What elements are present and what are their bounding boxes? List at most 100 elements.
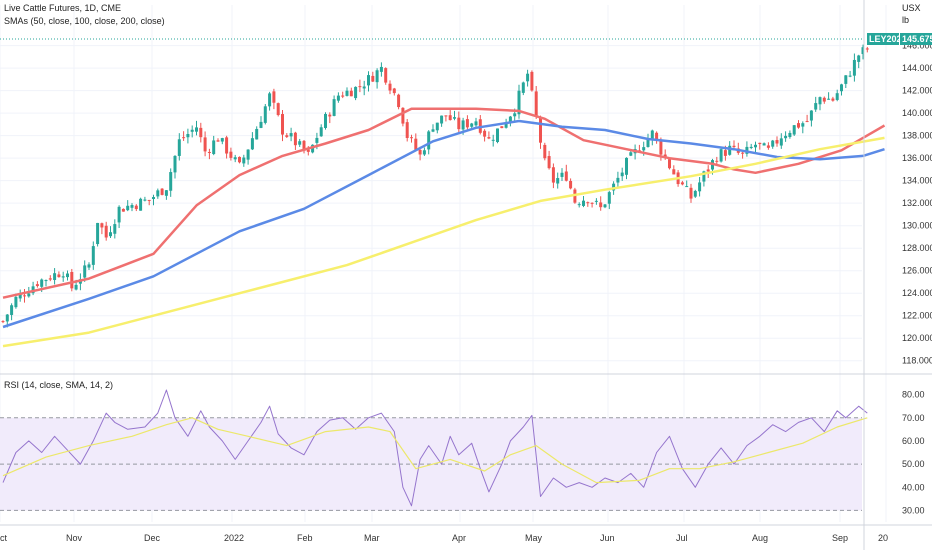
- candle-body: [822, 97, 826, 102]
- candle-body: [831, 98, 835, 101]
- candle-body: [457, 117, 461, 130]
- candle-body: [61, 276, 65, 278]
- candle-body: [27, 293, 31, 297]
- candle-body: [440, 115, 444, 124]
- candle-body: [156, 190, 160, 197]
- candle-body: [293, 132, 297, 146]
- candle-body: [612, 183, 616, 191]
- candle-body: [616, 177, 620, 183]
- candle-body: [117, 206, 121, 223]
- candle-body: [539, 117, 542, 143]
- candle-body: [319, 127, 323, 137]
- price-tick-label: 132.000: [902, 198, 932, 208]
- candle-body: [272, 91, 276, 103]
- candle-body: [410, 137, 413, 139]
- candle-body: [569, 180, 573, 189]
- time-tick-label: Jul: [676, 533, 688, 543]
- last-price-tags: LEY2022 145.675: [867, 33, 932, 45]
- candle-body: [190, 129, 194, 132]
- candle-body: [431, 129, 435, 132]
- candle-body: [139, 198, 143, 211]
- candle-body: [453, 117, 456, 119]
- candle-body: [195, 127, 198, 132]
- candle-body: [801, 123, 805, 127]
- candle-body: [848, 75, 852, 77]
- candle-body: [797, 123, 800, 128]
- candle-body: [354, 86, 358, 99]
- candle-body: [728, 145, 732, 155]
- rsi-legend: RSI (14, close, SMA, 14, 2): [4, 380, 113, 390]
- candle-body: [367, 75, 370, 86]
- candle-body: [83, 265, 87, 278]
- price-tick-label: 122.000: [902, 311, 932, 321]
- candle-body: [130, 205, 134, 208]
- candle-body: [259, 121, 263, 128]
- candle-body: [680, 182, 684, 185]
- candle-body: [629, 152, 633, 156]
- candle-body: [35, 284, 39, 287]
- candle-body: [779, 138, 783, 146]
- candle-body: [1, 321, 5, 323]
- candle-body: [113, 224, 117, 234]
- sma-line-sma-50: [2, 107, 886, 299]
- candle-body: [104, 225, 108, 238]
- price-tag-label: 145.675: [902, 34, 932, 44]
- candle-body: [500, 126, 504, 129]
- candle-body: [698, 182, 702, 192]
- candle-body: [109, 232, 112, 237]
- candle-body: [70, 271, 74, 289]
- candle-body: [668, 159, 671, 169]
- candle-body: [534, 91, 538, 117]
- candle-body: [530, 71, 534, 91]
- candle-body: [371, 75, 375, 82]
- candle-body: [865, 48, 869, 50]
- candle-body: [212, 140, 216, 155]
- candle-body: [53, 273, 57, 281]
- sma-legend: SMAs (50, close, 100, close, 200, close): [4, 16, 165, 26]
- candle-body: [749, 146, 753, 149]
- candle-body: [14, 296, 18, 308]
- candle-body: [422, 150, 426, 155]
- time-tick-label: 2022: [224, 533, 244, 543]
- candle-body: [551, 167, 555, 183]
- candle-body: [805, 121, 809, 123]
- price-tick-label: 140.000: [902, 108, 932, 118]
- candle-body: [216, 140, 220, 142]
- time-tick-label: Sep: [832, 533, 848, 543]
- candle-body: [345, 90, 349, 96]
- candle-body: [792, 125, 796, 135]
- candle-body: [173, 155, 177, 173]
- candle-body: [590, 202, 594, 204]
- candle-body: [556, 178, 560, 184]
- price-tick-label: 134.000: [902, 176, 932, 186]
- candle-body: [384, 68, 388, 83]
- candle-body: [603, 204, 607, 208]
- time-tick-label: 20: [878, 533, 888, 543]
- candle-body: [23, 295, 26, 297]
- candle-body: [401, 107, 405, 124]
- candle-body: [577, 204, 581, 206]
- candle-body: [857, 55, 861, 62]
- candle-body: [48, 278, 52, 280]
- price-tick-label: 118.000: [902, 356, 932, 366]
- time-tick-label: Dec: [144, 533, 161, 543]
- candle-body: [268, 93, 272, 107]
- candle-body: [263, 106, 267, 123]
- rsi-tick-label: 50.00: [902, 459, 925, 469]
- candle-body: [306, 149, 310, 152]
- candle-body: [659, 140, 663, 155]
- candle-body: [818, 97, 822, 105]
- candle-body: [44, 280, 48, 282]
- candle-body: [302, 140, 306, 151]
- rsi-tick-label: 30.00: [902, 505, 925, 515]
- candle-body: [5, 314, 9, 322]
- candle-body: [620, 172, 624, 177]
- candle-body: [126, 205, 130, 211]
- candle-body: [147, 199, 151, 201]
- candle-body: [375, 70, 379, 83]
- candle-body: [754, 144, 757, 148]
- candle-body: [655, 132, 659, 140]
- candle-body: [289, 133, 293, 137]
- candle-body: [852, 59, 856, 76]
